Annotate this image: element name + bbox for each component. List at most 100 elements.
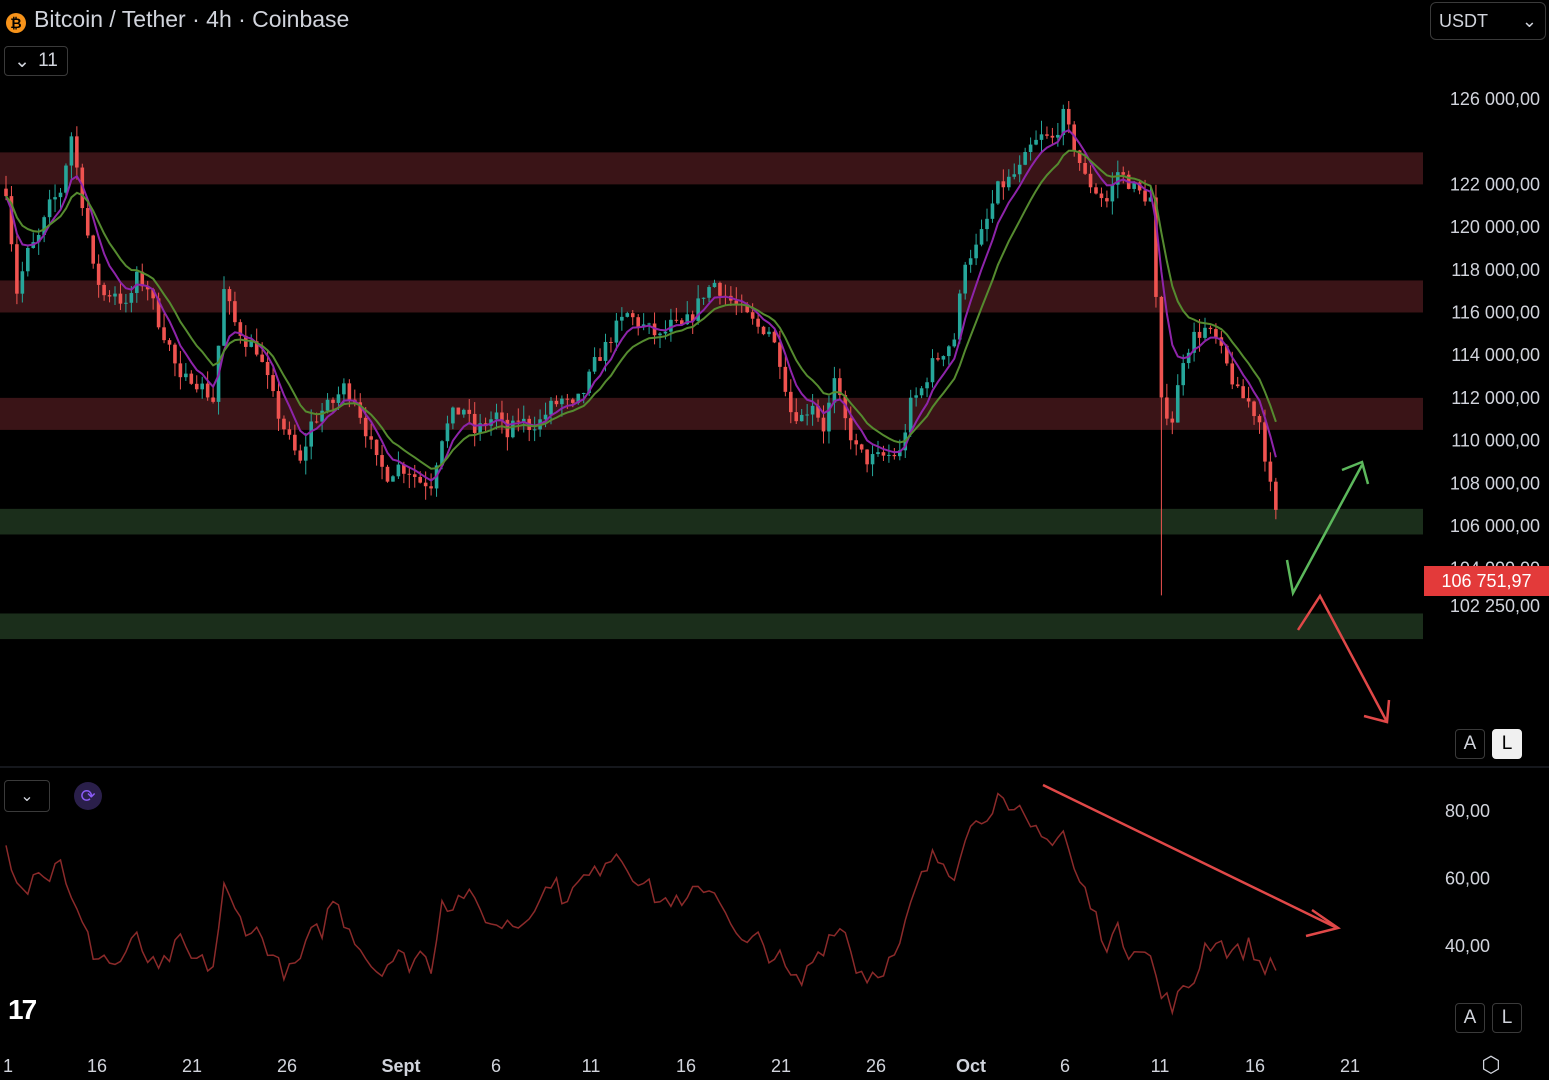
candle-body (1230, 363, 1235, 385)
candle-body (1268, 461, 1273, 482)
support-zone (0, 508, 1423, 535)
candle-body (521, 418, 526, 422)
rsi-auto-scale-button[interactable]: A (1455, 1003, 1485, 1033)
price-axis-label: 112 000,00 (1451, 388, 1540, 408)
candle-body (680, 320, 684, 325)
candle-body (1148, 197, 1153, 202)
candle-body (827, 402, 831, 432)
price-axis-label: 122 000,00 (1450, 174, 1540, 194)
candle-body (374, 439, 379, 456)
candle-body (745, 304, 749, 313)
candle-body (222, 289, 226, 346)
candle-body (1121, 172, 1126, 175)
ema-fast-line (5, 129, 1277, 482)
candle-body (1208, 327, 1213, 330)
candle-body (799, 414, 804, 422)
candle-body (184, 373, 188, 378)
candle-body (663, 331, 668, 334)
candle-body (761, 326, 766, 335)
candle-body (173, 344, 177, 364)
settings-icon[interactable]: ⬡ (1481, 1052, 1501, 1077)
symbol-title[interactable]: ₿ Bitcoin / Tether · 4h · Coinbase (6, 6, 349, 33)
candle-body (750, 312, 755, 319)
price-axis-label: 126 000,00 (1450, 89, 1540, 109)
price-axis-label: 102 250,00 (1450, 596, 1540, 616)
candle-body (1165, 397, 1169, 419)
candle-body (881, 452, 886, 456)
candle-body (347, 383, 352, 400)
currency-select[interactable]: USDT ⌄ (1430, 2, 1546, 40)
candle-body (674, 319, 679, 321)
candle-body (1077, 150, 1082, 163)
symbol-title-text: Bitcoin / Tether · 4h · Coinbase (34, 6, 350, 32)
last-price-label: 106 751,97 (1441, 570, 1532, 591)
candle-body (1039, 134, 1044, 140)
candle-body (532, 429, 537, 431)
candle-body (625, 313, 630, 317)
candle-body (271, 375, 275, 392)
candle-body (140, 271, 145, 287)
bearish-projection-arrow (1296, 593, 1389, 723)
price-axis-label: 120 000,00 (1450, 217, 1540, 237)
rsi-collapse-button[interactable]: ⌄ (4, 780, 50, 812)
candle-body (892, 454, 897, 457)
candle-body (211, 397, 215, 402)
candle-body (9, 196, 14, 245)
rsi-line (5, 792, 1277, 1016)
candle-body (342, 383, 346, 395)
candle-body (576, 393, 581, 403)
candle-body (15, 244, 19, 294)
candle-body (898, 450, 902, 457)
refresh-icon[interactable]: ⟳ (74, 782, 102, 810)
indicators-toggle-button[interactable]: ⌄ 11 (4, 46, 68, 76)
candle-body (75, 136, 79, 168)
support-zone (0, 613, 1423, 640)
candle-body (418, 476, 422, 483)
candle-body (407, 473, 412, 475)
candle-body (194, 383, 199, 390)
candle-body (789, 391, 793, 413)
log-scale-button[interactable]: L (1492, 729, 1522, 759)
candle-body (690, 314, 695, 321)
candle-body (53, 197, 57, 200)
candle-body (609, 341, 613, 343)
candle-body (336, 394, 341, 403)
candle-body (1099, 193, 1104, 199)
currency-value: USDT (1439, 10, 1488, 31)
candle-body (451, 407, 455, 424)
candle-body (124, 302, 128, 304)
candle-body (810, 405, 815, 415)
candle-body (630, 313, 635, 318)
candle-body (1203, 327, 1207, 338)
candle-body (102, 284, 106, 296)
candle-body (36, 235, 41, 243)
candle-body (69, 136, 74, 166)
chevron-down-icon: ⌄ (14, 50, 31, 72)
candle-body (233, 301, 237, 323)
candle-body (1214, 329, 1218, 338)
candle-body (876, 452, 880, 455)
candle-body (832, 378, 837, 403)
candle-body (701, 297, 706, 299)
candle-body (511, 420, 515, 438)
time-axis-label: 16 (1245, 1056, 1265, 1076)
candle-body (979, 229, 984, 245)
candle-body (957, 293, 962, 340)
auto-scale-button[interactable]: A (1455, 729, 1485, 759)
candle-body (440, 441, 444, 466)
candle-body (1017, 164, 1022, 175)
rsi-log-scale-button[interactable]: L (1492, 1003, 1522, 1033)
candle-body (205, 383, 210, 398)
candle-body (276, 391, 281, 419)
candle-body (1170, 418, 1175, 423)
candle-body (47, 199, 52, 218)
candle-body (963, 264, 967, 294)
candle-body (1050, 135, 1055, 138)
candle-body (156, 298, 161, 328)
candle-body (293, 434, 297, 451)
candle-body (145, 286, 150, 290)
candle-body (669, 319, 673, 332)
candle-body (930, 358, 935, 383)
candle-body (718, 282, 722, 296)
